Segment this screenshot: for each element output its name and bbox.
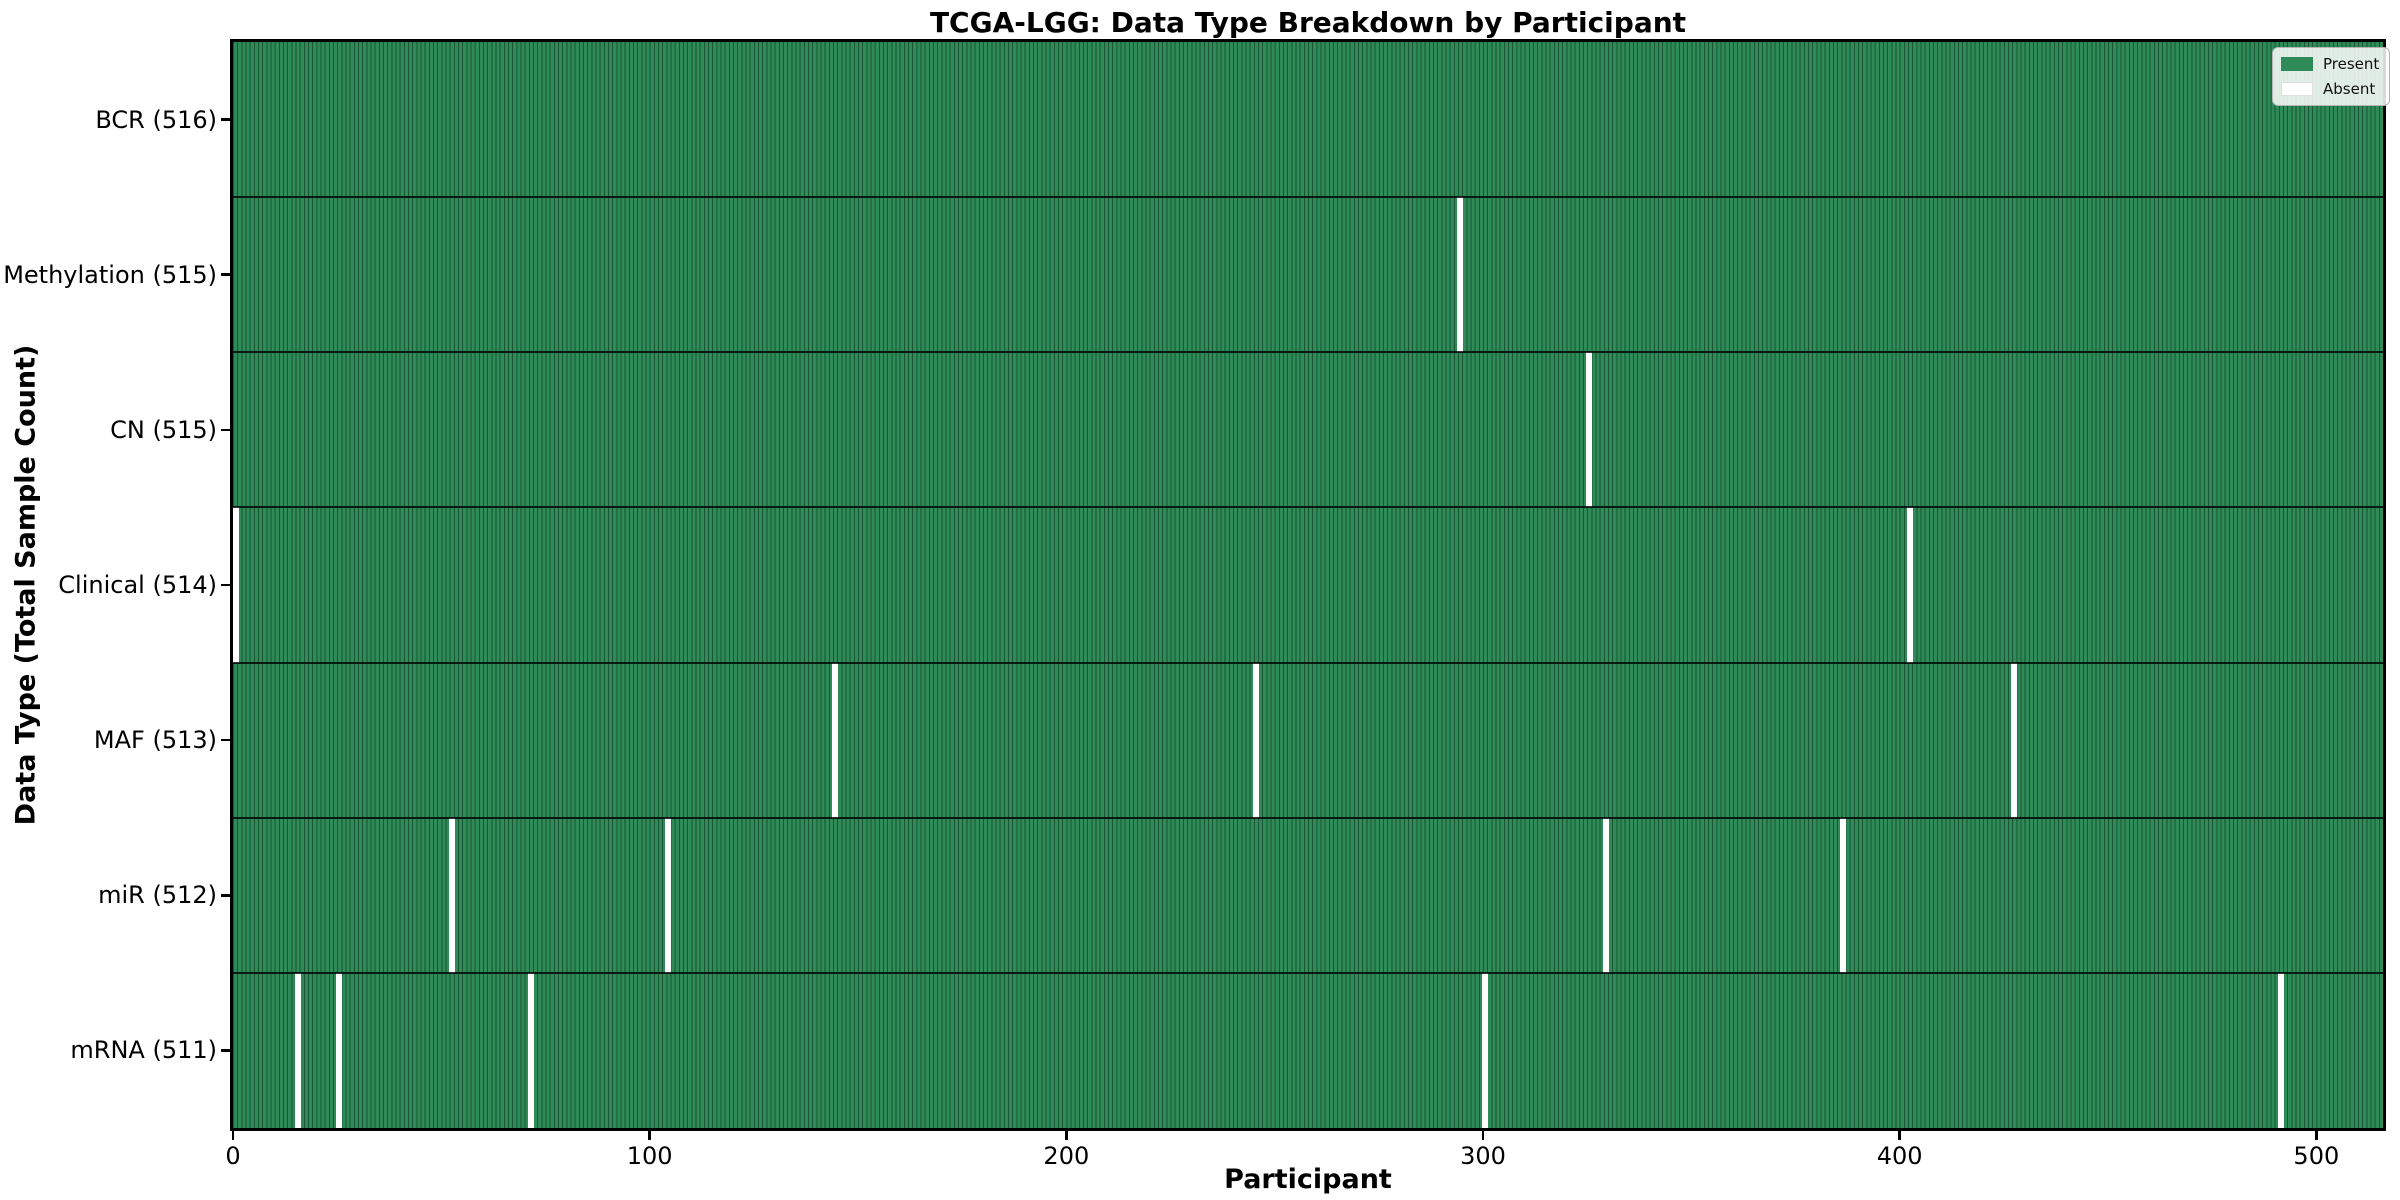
x-tick-label: 100 bbox=[626, 1142, 673, 1170]
absent-marker-Clinical-0 bbox=[233, 507, 239, 663]
absent-marker-MAF-427 bbox=[2011, 662, 2018, 818]
absent-marker-mRNA-25 bbox=[336, 972, 343, 1128]
absent-marker-CN-325 bbox=[1586, 352, 1593, 508]
x-tick-label: 300 bbox=[1460, 1142, 1506, 1170]
heatmap bbox=[233, 42, 2383, 1128]
y-tick-mark bbox=[221, 583, 230, 587]
x-tick-mark bbox=[1065, 1131, 1068, 1140]
y-tick-mark bbox=[221, 1049, 230, 1052]
heatmap-row-Clinical bbox=[233, 507, 2383, 663]
legend-label: Present bbox=[2323, 55, 2380, 73]
plot-area bbox=[230, 39, 2386, 1131]
x-tick-label: 400 bbox=[1876, 1142, 1923, 1170]
heatmap-row-miR bbox=[233, 817, 2383, 973]
absent-marker-mRNA-300 bbox=[1482, 972, 1489, 1128]
x-tick-mark bbox=[648, 1131, 651, 1140]
y-tick-mark bbox=[221, 118, 230, 121]
x-axis-label: Participant bbox=[1224, 1164, 1392, 1195]
legend-swatch-absent bbox=[2281, 82, 2313, 96]
absent-marker-miR-329 bbox=[1602, 817, 1609, 973]
heatmap-row-MAF bbox=[233, 662, 2383, 818]
y-tick-mark bbox=[221, 428, 230, 432]
row-divider bbox=[233, 816, 2383, 819]
absent-marker-Clinical-402 bbox=[1907, 507, 1914, 663]
y-tick-label: BCR (516) bbox=[95, 105, 217, 134]
y-tick-mark bbox=[221, 738, 230, 742]
y-tick-mark bbox=[221, 894, 230, 897]
y-tick-label: mRNA (511) bbox=[70, 1036, 217, 1065]
absent-marker-MAF-245 bbox=[1252, 662, 1259, 818]
absent-marker-MAF-144 bbox=[832, 662, 839, 818]
x-tick-mark bbox=[2315, 1131, 2318, 1140]
absent-marker-mRNA-71 bbox=[527, 972, 534, 1128]
absent-marker-miR-386 bbox=[1840, 817, 1847, 973]
y-tick-label: MAF (513) bbox=[93, 726, 217, 755]
y-tick-label: Methylation (515) bbox=[3, 260, 217, 289]
chart-title: TCGA-LGG: Data Type Breakdown by Partici… bbox=[929, 6, 1687, 39]
absent-marker-Methylation-294 bbox=[1457, 197, 1464, 353]
row-divider bbox=[233, 971, 2383, 974]
heatmap-row-mRNA bbox=[233, 972, 2383, 1128]
x-tick-mark bbox=[1481, 1131, 1485, 1140]
y-tick-label: CN (515) bbox=[110, 415, 217, 444]
legend-entry: Absent bbox=[2281, 80, 2379, 98]
row-divider bbox=[233, 661, 2383, 664]
legend-entry: Present bbox=[2281, 55, 2379, 73]
x-tick-mark bbox=[1898, 1131, 1901, 1140]
y-tick-label: miR (512) bbox=[98, 881, 217, 910]
heatmap-row-Methylation bbox=[233, 197, 2383, 353]
heatmap-row-BCR bbox=[233, 42, 2383, 198]
absent-marker-miR-104 bbox=[665, 817, 672, 973]
legend: Present Absent bbox=[2272, 47, 2391, 106]
heatmap-row-CN bbox=[233, 352, 2383, 508]
x-tick-label: 500 bbox=[2293, 1142, 2340, 1170]
x-tick-mark bbox=[231, 1131, 235, 1140]
legend-swatch-present bbox=[2281, 57, 2313, 71]
absent-marker-miR-52 bbox=[448, 817, 455, 973]
x-tick-label: 0 bbox=[225, 1142, 241, 1170]
y-tick-mark bbox=[221, 273, 230, 276]
y-tick-label: Clinical (514) bbox=[58, 571, 217, 599]
x-tick-label: 200 bbox=[1043, 1142, 1090, 1170]
legend-label: Absent bbox=[2323, 80, 2376, 98]
y-axis-label: Data Type (Total Sample Count) bbox=[10, 344, 42, 826]
row-divider bbox=[233, 351, 2383, 354]
row-divider bbox=[233, 506, 2383, 509]
absent-marker-mRNA-491 bbox=[2277, 972, 2284, 1128]
row-divider bbox=[233, 196, 2383, 199]
absent-marker-mRNA-15 bbox=[294, 972, 301, 1128]
